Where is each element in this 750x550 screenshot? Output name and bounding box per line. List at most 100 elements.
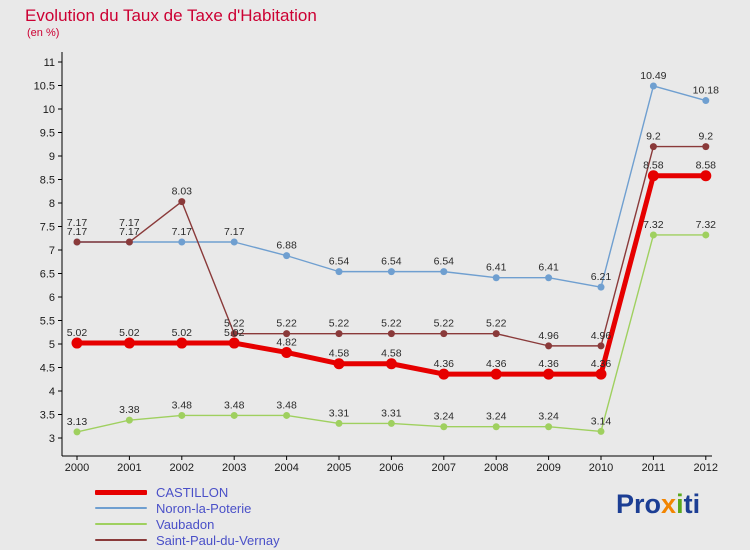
logo-letter: t [683, 489, 693, 519]
svg-text:10.5: 10.5 [34, 81, 55, 93]
svg-text:6.54: 6.54 [381, 256, 402, 268]
svg-text:7: 7 [49, 245, 55, 257]
svg-text:4.96: 4.96 [591, 330, 612, 342]
svg-text:5.22: 5.22 [434, 318, 455, 330]
svg-text:2002: 2002 [170, 462, 194, 474]
legend: CASTILLON Noron-la-Poterie Vaubadon Sain… [95, 484, 280, 548]
svg-text:2009: 2009 [536, 462, 560, 474]
svg-text:8.5: 8.5 [40, 175, 55, 187]
svg-text:5.5: 5.5 [40, 316, 55, 328]
series-saint-paul-du-vernay [73, 143, 710, 350]
svg-text:7.17: 7.17 [224, 226, 245, 238]
legend-item-vaubadon: Vaubadon [95, 516, 280, 532]
svg-text:5.22: 5.22 [276, 318, 297, 330]
svg-text:4.36: 4.36 [434, 358, 455, 370]
svg-text:6.54: 6.54 [329, 256, 350, 268]
chart-subtitle: (en %) [27, 27, 60, 39]
svg-text:9.5: 9.5 [40, 128, 55, 140]
svg-text:2003: 2003 [222, 462, 246, 474]
logo-letter: x [661, 489, 677, 519]
x-axis-ticks: 2000 2001 2002 2003 2004 2005 2006 2007 2008 2009… [65, 456, 718, 474]
svg-text:5.02: 5.02 [172, 327, 193, 339]
svg-text:3.13: 3.13 [67, 416, 88, 428]
legend-item-castillon: CASTILLON [95, 484, 280, 500]
svg-text:4.36: 4.36 [591, 358, 612, 370]
svg-text:3.38: 3.38 [119, 404, 140, 416]
svg-text:11: 11 [44, 57, 55, 69]
svg-text:3.24: 3.24 [538, 411, 559, 423]
svg-text:3.31: 3.31 [381, 407, 402, 419]
svg-text:9.2: 9.2 [646, 131, 661, 143]
svg-text:2008: 2008 [484, 462, 508, 474]
svg-text:4.36: 4.36 [538, 358, 559, 370]
svg-text:2001: 2001 [117, 462, 141, 474]
svg-text:3.48: 3.48 [172, 399, 193, 411]
svg-text:3.14: 3.14 [591, 415, 612, 427]
logo-letter: r [634, 489, 645, 519]
svg-text:7.5: 7.5 [40, 222, 55, 234]
svg-text:10.18: 10.18 [693, 85, 719, 97]
logo-letter: i [692, 489, 701, 519]
svg-text:6.5: 6.5 [40, 269, 55, 281]
svg-text:3.24: 3.24 [434, 411, 455, 423]
svg-text:6.88: 6.88 [276, 240, 297, 252]
svg-text:7.17: 7.17 [67, 226, 88, 238]
svg-text:8.03: 8.03 [172, 186, 193, 198]
legend-item-saint-paul-du-vernay: Saint-Paul-du-Vernay [95, 532, 280, 548]
svg-text:4.58: 4.58 [329, 348, 350, 360]
legend-item-noron-la-poterie: Noron-la-Poterie [95, 500, 280, 516]
svg-text:7.17: 7.17 [67, 217, 88, 229]
svg-text:4: 4 [49, 386, 55, 398]
svg-text:7.17: 7.17 [119, 226, 140, 238]
legend-swatch-saint-paul-du-vernay [95, 539, 147, 541]
svg-text:3.48: 3.48 [276, 399, 297, 411]
svg-text:6.54: 6.54 [434, 256, 455, 268]
svg-text:2011: 2011 [642, 462, 666, 474]
svg-text:8.58: 8.58 [643, 160, 664, 172]
svg-text:2012: 2012 [694, 462, 718, 474]
axes [61, 52, 712, 457]
legend-swatch-vaubadon [95, 523, 147, 525]
svg-text:10.49: 10.49 [640, 70, 666, 82]
svg-text:3.5: 3.5 [40, 410, 55, 422]
svg-text:2010: 2010 [589, 462, 613, 474]
svg-text:4.36: 4.36 [486, 358, 507, 370]
svg-text:5.22: 5.22 [224, 318, 245, 330]
logo-letter: o [644, 489, 662, 519]
svg-text:6.41: 6.41 [486, 262, 507, 274]
svg-text:9: 9 [49, 151, 55, 163]
svg-text:7.17: 7.17 [119, 217, 140, 229]
svg-text:9.2: 9.2 [698, 131, 713, 143]
svg-text:2006: 2006 [379, 462, 403, 474]
svg-text:4.96: 4.96 [538, 330, 559, 342]
legend-label-saint-paul-du-vernay: Saint-Paul-du-Vernay [156, 532, 280, 548]
svg-text:2004: 2004 [274, 462, 298, 474]
svg-text:5.02: 5.02 [119, 327, 140, 339]
svg-text:5.22: 5.22 [381, 318, 402, 330]
svg-text:4.82: 4.82 [276, 336, 297, 348]
legend-label-noron-la-poterie: Noron-la-Poterie [156, 500, 252, 516]
svg-text:5.22: 5.22 [486, 318, 507, 330]
svg-text:3.24: 3.24 [486, 411, 507, 423]
svg-text:5: 5 [49, 339, 55, 351]
svg-text:2005: 2005 [327, 462, 351, 474]
svg-text:3.31: 3.31 [329, 407, 350, 419]
legend-label-vaubadon: Vaubadon [156, 516, 215, 532]
series-castillon [71, 170, 712, 380]
logo-letter: i [676, 489, 684, 519]
logo-letter: P [616, 489, 635, 519]
y-axis-ticks: 3 3.5 4 4.5 5 5.5 6 6.5 7 7.5 8 8.5 9 9.5 10 10.5 11 [34, 57, 62, 445]
legend-swatch-castillon [95, 489, 147, 495]
svg-text:5.02: 5.02 [67, 327, 88, 339]
svg-text:4.5: 4.5 [40, 363, 55, 375]
svg-text:6.21: 6.21 [591, 271, 612, 283]
svg-text:10: 10 [43, 104, 55, 116]
svg-text:6: 6 [49, 292, 55, 304]
svg-text:5.22: 5.22 [329, 318, 350, 330]
series-vaubadon [73, 231, 710, 436]
svg-text:7.32: 7.32 [696, 219, 717, 231]
svg-text:3: 3 [49, 433, 55, 445]
svg-text:4.58: 4.58 [381, 348, 402, 360]
